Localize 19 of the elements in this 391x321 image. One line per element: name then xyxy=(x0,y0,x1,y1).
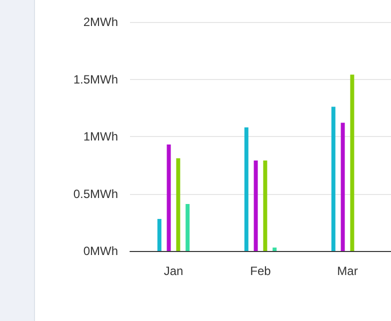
bar xyxy=(350,74,354,251)
x-tick-label: Jan xyxy=(164,264,184,278)
y-tick-label: 0MWh xyxy=(83,244,118,258)
y-tick-label: 1MWh xyxy=(83,130,118,144)
y-tick-label: 1.5MWh xyxy=(73,72,118,86)
bar xyxy=(340,122,345,251)
bar xyxy=(166,144,171,251)
x-tick-label: Mar xyxy=(337,264,358,278)
bar xyxy=(244,127,248,251)
bar xyxy=(254,160,258,251)
x-tick-label: Feb xyxy=(250,264,272,278)
bar xyxy=(331,106,336,251)
y-tick-label: 2MWh xyxy=(83,15,118,29)
bar xyxy=(176,158,180,251)
bar xyxy=(272,248,277,251)
bar xyxy=(157,218,162,251)
y-tick-label: 0.5MWh xyxy=(73,186,118,201)
bar xyxy=(263,160,268,251)
bar xyxy=(186,204,190,251)
